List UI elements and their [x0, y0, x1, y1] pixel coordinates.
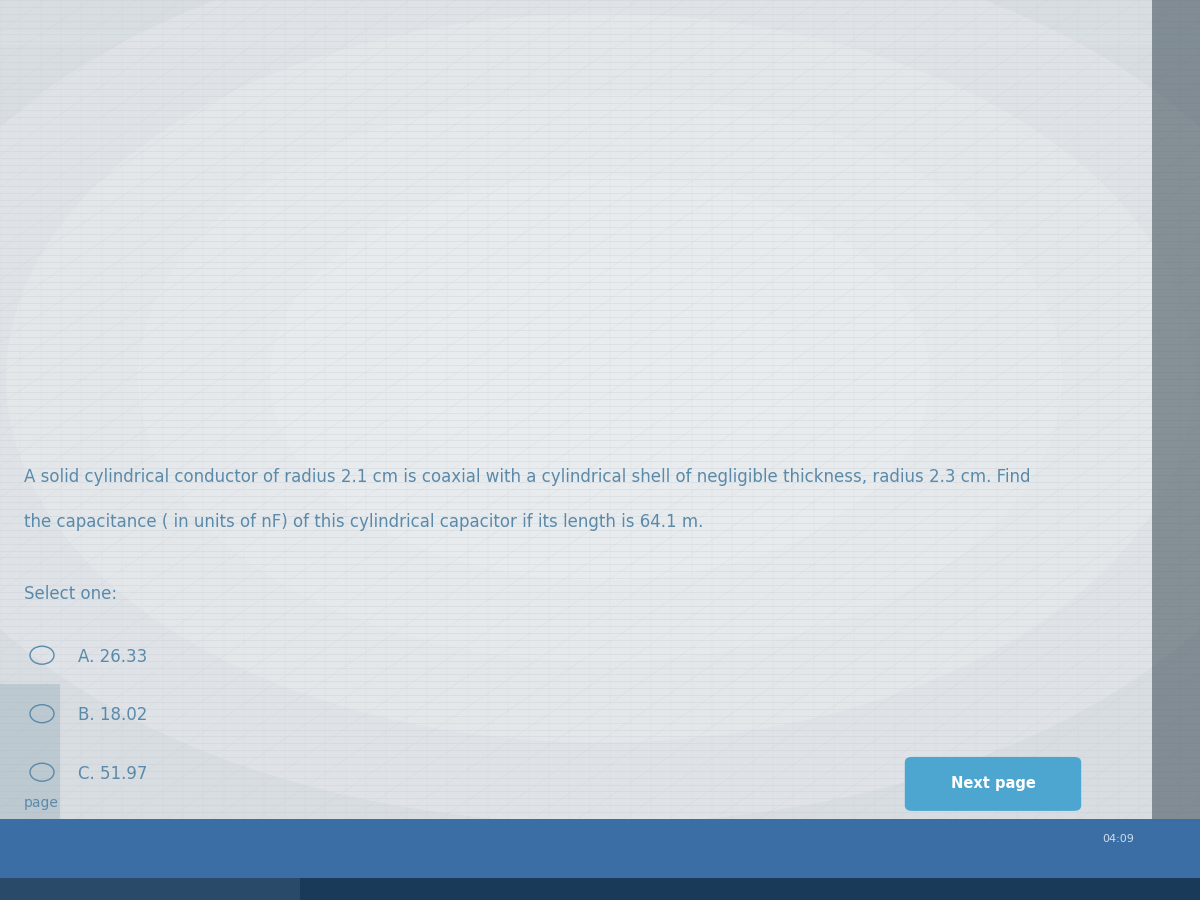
Bar: [0, 122, 1200, 135]
Text: A solid cylindrical conductor of radius 2.1 cm is coaxial with a cylindrical she: A solid cylindrical conductor of radius …: [24, 468, 1031, 486]
Text: Next page: Next page: [950, 777, 1036, 791]
Bar: [0, 878, 1200, 900]
Bar: [0, 878, 300, 900]
Bar: [0, 684, 60, 819]
Text: B. 18.02: B. 18.02: [78, 706, 148, 724]
Text: D. 39.15: D. 39.15: [78, 824, 149, 842]
Ellipse shape: [270, 176, 930, 580]
Ellipse shape: [402, 256, 798, 500]
Ellipse shape: [6, 14, 1194, 742]
Bar: [0, 819, 1200, 900]
Text: 04:09: 04:09: [1102, 833, 1134, 843]
Text: the capacitance ( in units of nF) of this cylindrical capacitor if its length is: the capacitance ( in units of nF) of thi…: [24, 513, 703, 531]
Bar: [0, 302, 1200, 315]
Text: page: page: [24, 796, 59, 811]
Bar: [0, 212, 1200, 225]
Text: A. 26.33: A. 26.33: [78, 648, 148, 666]
Bar: [0, 32, 1200, 45]
Bar: [1152, 0, 1200, 819]
Text: E. 58.28: E. 58.28: [78, 882, 146, 900]
Ellipse shape: [0, 0, 1200, 824]
Bar: [0, 392, 1200, 405]
Text: C. 51.97: C. 51.97: [78, 765, 148, 783]
Ellipse shape: [138, 94, 1062, 662]
Text: Select one:: Select one:: [24, 585, 118, 603]
FancyBboxPatch shape: [905, 757, 1081, 811]
